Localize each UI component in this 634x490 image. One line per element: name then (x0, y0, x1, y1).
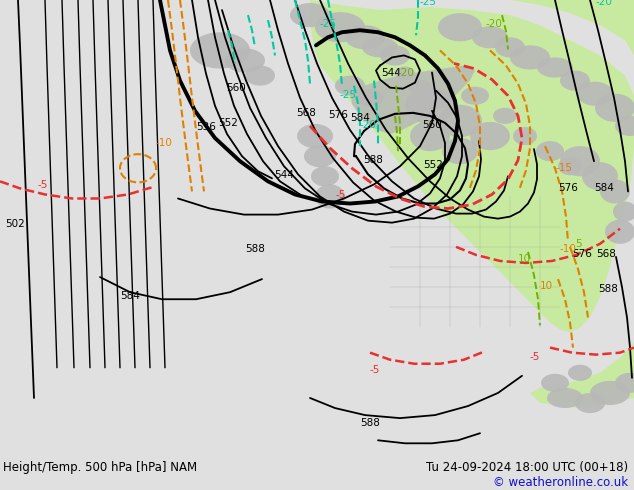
Polygon shape (575, 393, 605, 413)
Text: -20: -20 (485, 19, 502, 29)
Polygon shape (510, 46, 550, 70)
Polygon shape (560, 146, 600, 176)
Text: -25: -25 (420, 0, 437, 7)
Polygon shape (536, 141, 564, 161)
Polygon shape (345, 25, 385, 49)
Text: 584: 584 (350, 113, 370, 123)
Text: -15: -15 (555, 163, 572, 173)
Polygon shape (315, 12, 365, 42)
Polygon shape (310, 0, 634, 333)
Text: 568: 568 (596, 249, 616, 259)
Polygon shape (582, 162, 618, 191)
Text: 560: 560 (226, 83, 246, 93)
Text: 536: 536 (196, 122, 216, 132)
Polygon shape (605, 220, 634, 244)
Polygon shape (435, 94, 455, 108)
Polygon shape (297, 124, 333, 148)
Polygon shape (541, 374, 569, 392)
Polygon shape (513, 127, 537, 145)
Polygon shape (438, 13, 482, 41)
Text: 568: 568 (296, 108, 316, 118)
Polygon shape (442, 138, 478, 164)
Text: -10: -10 (560, 244, 577, 254)
Polygon shape (547, 388, 583, 408)
Text: Tu 24-09-2024 18:00 UTC (00+18): Tu 24-09-2024 18:00 UTC (00+18) (425, 461, 628, 474)
Text: 584: 584 (120, 291, 140, 301)
Polygon shape (558, 157, 582, 175)
Polygon shape (590, 381, 630, 405)
Text: -5: -5 (336, 191, 346, 200)
Text: 576: 576 (572, 249, 592, 259)
Text: Height/Temp. 500 hPa [hPa] NAM: Height/Temp. 500 hPa [hPa] NAM (3, 461, 197, 474)
Text: -25: -25 (340, 90, 357, 100)
Text: -25: -25 (319, 19, 336, 29)
Polygon shape (395, 67, 415, 80)
Text: -20: -20 (360, 120, 377, 130)
Polygon shape (380, 46, 410, 66)
Polygon shape (577, 82, 613, 106)
Polygon shape (480, 0, 634, 55)
Polygon shape (568, 365, 592, 381)
Polygon shape (615, 116, 634, 136)
Text: 588: 588 (598, 284, 618, 294)
Polygon shape (410, 121, 450, 151)
Text: 584: 584 (594, 183, 614, 194)
Polygon shape (470, 122, 510, 150)
Text: 588: 588 (245, 244, 265, 254)
Polygon shape (245, 66, 275, 86)
Text: © weatheronline.co.uk: © weatheronline.co.uk (493, 476, 628, 489)
Polygon shape (530, 343, 634, 408)
Polygon shape (405, 88, 455, 124)
Text: -5: -5 (38, 180, 48, 191)
Polygon shape (580, 0, 634, 15)
Polygon shape (537, 57, 573, 77)
Polygon shape (304, 145, 336, 167)
Polygon shape (311, 166, 339, 186)
Polygon shape (495, 37, 525, 57)
Polygon shape (615, 373, 634, 393)
Text: -20: -20 (596, 0, 613, 7)
Polygon shape (357, 89, 383, 107)
Text: 560: 560 (422, 120, 442, 130)
Text: 588: 588 (363, 155, 383, 165)
Polygon shape (493, 108, 517, 124)
Text: -10: -10 (155, 138, 172, 148)
Text: 576: 576 (558, 183, 578, 194)
Text: 552: 552 (423, 160, 443, 170)
Polygon shape (225, 49, 265, 73)
Polygon shape (315, 184, 345, 209)
Polygon shape (335, 75, 365, 96)
Polygon shape (461, 87, 489, 105)
Polygon shape (472, 26, 508, 49)
Text: 544: 544 (381, 68, 401, 77)
Text: 544: 544 (274, 171, 294, 180)
Polygon shape (600, 179, 630, 203)
Text: 5: 5 (575, 239, 581, 249)
Text: 10: 10 (518, 254, 531, 264)
Polygon shape (560, 71, 590, 91)
Text: -5: -5 (370, 365, 380, 375)
Text: 552: 552 (218, 118, 238, 128)
Text: -5: -5 (530, 352, 540, 362)
Polygon shape (190, 32, 250, 69)
Text: 502: 502 (5, 219, 25, 229)
Text: 576: 576 (328, 110, 348, 120)
Text: 10: 10 (540, 281, 553, 291)
Polygon shape (595, 94, 634, 122)
Text: -20: -20 (398, 68, 415, 77)
Polygon shape (362, 37, 398, 57)
Polygon shape (290, 3, 330, 27)
Polygon shape (408, 79, 432, 96)
Polygon shape (350, 66, 475, 134)
Polygon shape (438, 105, 482, 137)
Polygon shape (613, 201, 634, 221)
Text: 588: 588 (360, 418, 380, 428)
